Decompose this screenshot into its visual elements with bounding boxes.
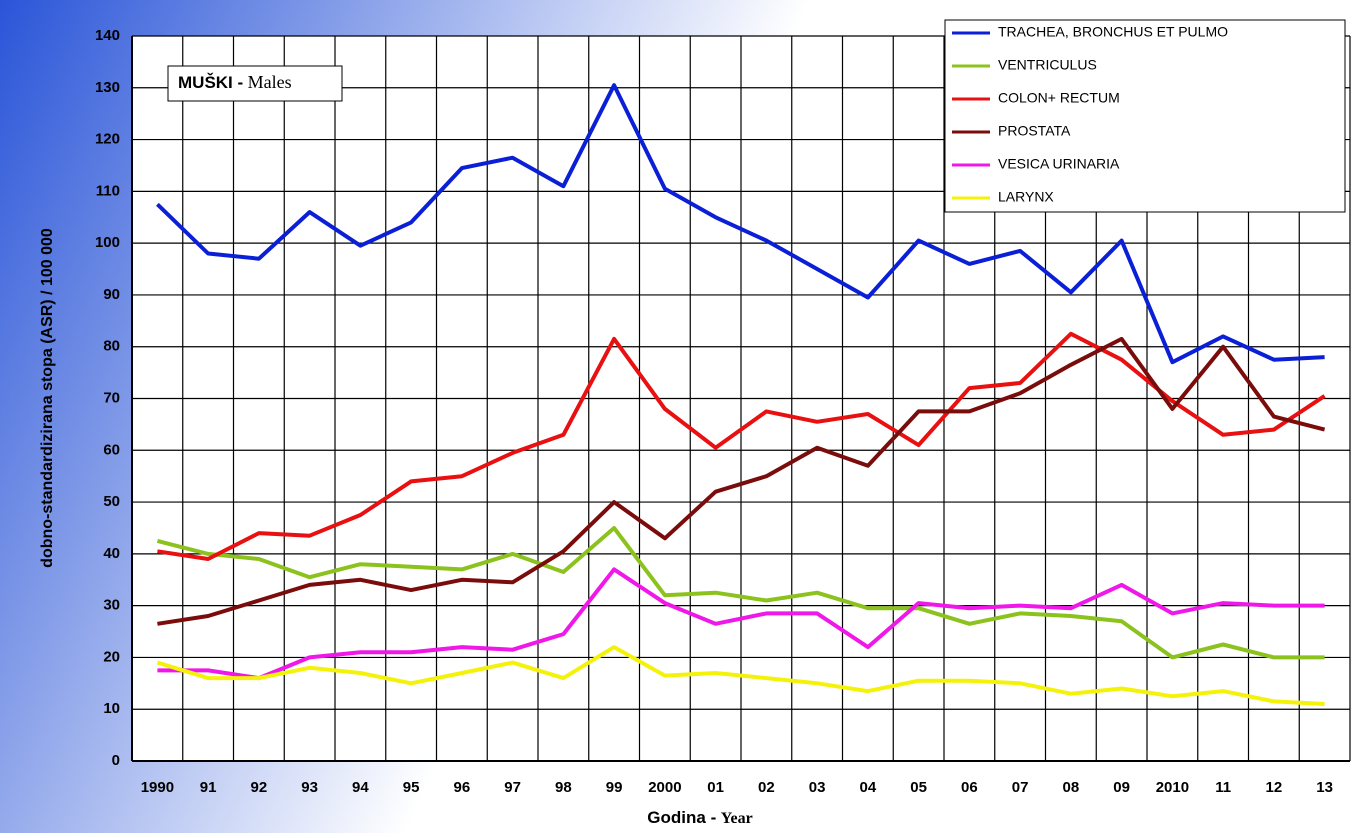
legend-box: [944, 19, 1346, 213]
x-tick-label: 05: [910, 779, 927, 796]
x-tick-label: 96: [454, 779, 471, 796]
x-tick-label: 13: [1316, 779, 1333, 796]
x-tick-label: 98: [555, 779, 572, 796]
x-tick-label: 2000: [648, 779, 681, 796]
title-text: MUŠKI -: [178, 73, 243, 92]
y-tick-label: 110: [96, 182, 120, 199]
y-tick-label: 120: [95, 131, 120, 148]
x-tick-label: 02: [758, 779, 775, 796]
y-tick-label: 40: [103, 545, 120, 562]
y-tick-label: 130: [95, 79, 120, 96]
x-tick-label: 09: [1113, 779, 1130, 796]
series-line: [157, 336, 1326, 626]
y-tick-label: 20: [103, 648, 120, 665]
series-line: [156, 83, 1325, 365]
x-axis-label: Godina - Year: [647, 808, 752, 827]
y-tick-label: 100: [95, 234, 120, 251]
title-en: Males: [248, 72, 292, 92]
x-tick-label: 94: [352, 779, 369, 796]
x-tick-label: 92: [251, 779, 268, 796]
x-tick-label: 93: [301, 779, 318, 796]
x-tick-label: 99: [606, 779, 623, 796]
x-tick-label: 03: [809, 779, 826, 796]
y-tick-label: 140: [95, 27, 120, 44]
series-line: [157, 331, 1326, 561]
legend-label: TRACHEA, BRONCHUS ET PULMO: [998, 24, 1228, 40]
x-label: Godina -: [647, 808, 716, 827]
title-box: [167, 65, 343, 102]
x-tick-label: 91: [200, 779, 217, 796]
x-tick-label: 07: [1012, 779, 1029, 796]
legend-label: LARYNX: [998, 189, 1054, 205]
series-line: [156, 526, 1325, 660]
x-tick-label: 12: [1266, 779, 1283, 796]
x-tick-label: 08: [1063, 779, 1080, 796]
x-tick-label: 95: [403, 779, 420, 796]
y-tick-label: 30: [103, 597, 120, 614]
x-tick-label: 1990: [141, 779, 174, 796]
legend-label: VENTRICULUS: [998, 57, 1097, 73]
x-tick-label: 06: [961, 779, 978, 796]
x-tick-label: 01: [707, 779, 724, 796]
y-tick-label: 80: [103, 338, 120, 355]
x-tick-label: 04: [860, 779, 877, 796]
x-tick-label: 2010: [1156, 779, 1189, 796]
series-line: [156, 645, 1325, 706]
y-tick-label: 10: [103, 700, 120, 717]
x-tick-label: 97: [504, 779, 521, 796]
y-tick-label: 0: [112, 752, 120, 769]
x-label-en: Year: [721, 810, 753, 827]
y-axis-label: dobno-standardizirana stopa (ASR) / 100 …: [39, 228, 56, 568]
y-tick-label: 70: [103, 389, 120, 406]
legend-label: COLON+ RECTUM: [998, 90, 1120, 106]
y-tick-label: 60: [103, 441, 120, 458]
legend-label: PROSTATA: [998, 123, 1071, 139]
chart-title: MUŠKI - Males: [178, 72, 292, 92]
series-line: [157, 567, 1325, 681]
x-tick-label: 11: [1215, 779, 1231, 796]
legend-label: VESICA URINARIA: [998, 156, 1120, 172]
y-tick-label: 50: [103, 493, 120, 510]
y-tick-label: 90: [103, 286, 120, 303]
